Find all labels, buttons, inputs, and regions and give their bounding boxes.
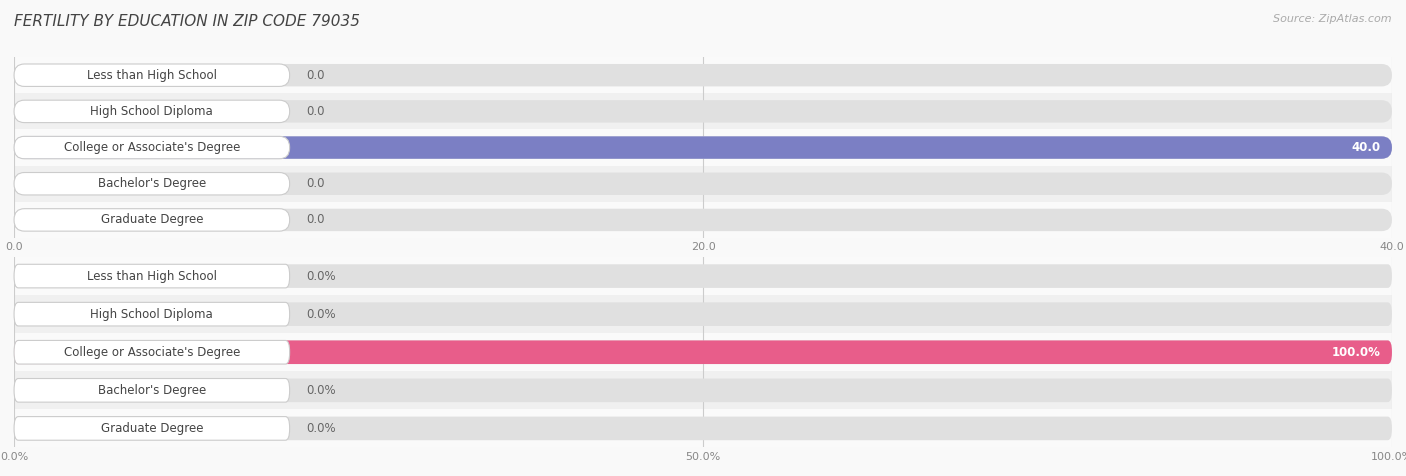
FancyBboxPatch shape	[14, 340, 1392, 364]
FancyBboxPatch shape	[14, 302, 1392, 326]
Text: Bachelor's Degree: Bachelor's Degree	[98, 384, 205, 397]
Text: Less than High School: Less than High School	[87, 69, 217, 82]
Text: Bachelor's Degree: Bachelor's Degree	[98, 177, 205, 190]
Bar	[14, 371, 1392, 409]
FancyBboxPatch shape	[14, 208, 290, 231]
Text: 100.0%: 100.0%	[1331, 346, 1381, 359]
Bar	[14, 257, 1392, 295]
FancyBboxPatch shape	[14, 64, 1392, 87]
FancyBboxPatch shape	[14, 264, 290, 288]
FancyBboxPatch shape	[14, 172, 290, 195]
Text: Graduate Degree: Graduate Degree	[101, 422, 202, 435]
Text: High School Diploma: High School Diploma	[90, 105, 214, 118]
FancyBboxPatch shape	[14, 416, 1392, 440]
FancyBboxPatch shape	[14, 340, 1392, 364]
Text: College or Associate's Degree: College or Associate's Degree	[63, 141, 240, 154]
FancyBboxPatch shape	[14, 136, 1392, 159]
Text: 0.0%: 0.0%	[307, 422, 336, 435]
FancyBboxPatch shape	[14, 264, 1392, 288]
Bar	[14, 333, 1392, 371]
FancyBboxPatch shape	[14, 378, 1392, 402]
Text: Source: ZipAtlas.com: Source: ZipAtlas.com	[1274, 14, 1392, 24]
Text: 0.0%: 0.0%	[307, 384, 336, 397]
FancyBboxPatch shape	[14, 378, 290, 402]
Text: 0.0: 0.0	[307, 69, 325, 82]
Text: 0.0: 0.0	[307, 213, 325, 227]
FancyBboxPatch shape	[14, 416, 290, 440]
Text: FERTILITY BY EDUCATION IN ZIP CODE 79035: FERTILITY BY EDUCATION IN ZIP CODE 79035	[14, 14, 360, 30]
Text: Graduate Degree: Graduate Degree	[101, 213, 202, 227]
FancyBboxPatch shape	[14, 208, 1392, 231]
Text: 0.0%: 0.0%	[307, 269, 336, 283]
FancyBboxPatch shape	[14, 302, 290, 326]
FancyBboxPatch shape	[14, 100, 1392, 123]
FancyBboxPatch shape	[14, 340, 290, 364]
Text: Less than High School: Less than High School	[87, 269, 217, 283]
Text: 0.0: 0.0	[307, 105, 325, 118]
Bar	[14, 295, 1392, 333]
Bar	[14, 409, 1392, 447]
Text: College or Associate's Degree: College or Associate's Degree	[63, 346, 240, 359]
Text: 0.0: 0.0	[307, 177, 325, 190]
Bar	[14, 202, 1392, 238]
FancyBboxPatch shape	[14, 100, 290, 123]
Bar	[14, 93, 1392, 129]
Text: 0.0%: 0.0%	[307, 307, 336, 321]
FancyBboxPatch shape	[14, 136, 1392, 159]
Text: High School Diploma: High School Diploma	[90, 307, 214, 321]
FancyBboxPatch shape	[14, 172, 1392, 195]
Bar	[14, 57, 1392, 93]
Bar	[14, 166, 1392, 202]
Bar	[14, 129, 1392, 166]
FancyBboxPatch shape	[14, 64, 290, 87]
FancyBboxPatch shape	[14, 136, 290, 159]
Text: 40.0: 40.0	[1351, 141, 1381, 154]
